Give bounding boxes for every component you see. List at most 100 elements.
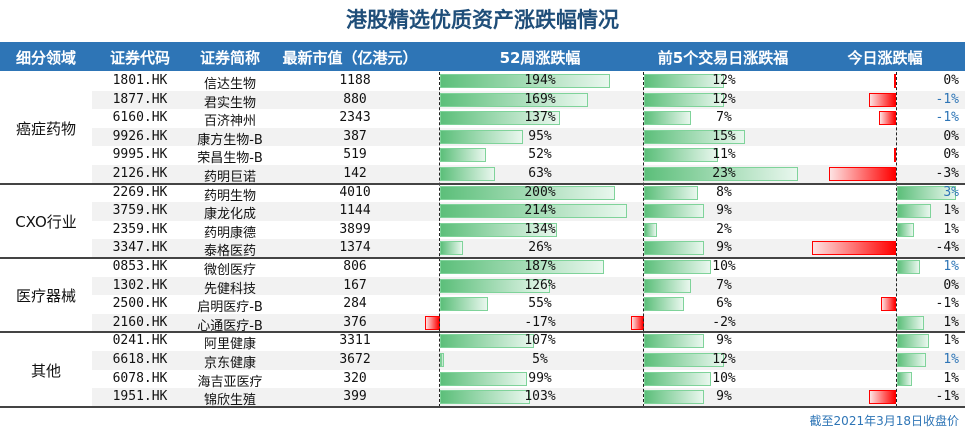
change-today: 1%: [943, 352, 959, 367]
change-52w: -17%: [524, 314, 556, 330]
bar-52w: [440, 167, 496, 181]
stock-name: 微创医疗: [203, 263, 256, 278]
bar-52w: [440, 222, 558, 237]
market-cap: 167: [343, 277, 367, 293]
market-cap: 3311: [339, 333, 371, 349]
change-today: 0%: [943, 277, 959, 293]
bar-5d: [644, 371, 711, 386]
bar-today: [868, 390, 896, 405]
change-5d: 11%: [712, 147, 736, 163]
stock-name: 信达生物: [203, 77, 256, 92]
row-background: [92, 127, 965, 147]
bar-52w: [440, 92, 588, 107]
bar-5d: [644, 297, 685, 312]
bar-today: [828, 167, 896, 181]
change-today: 0%: [943, 73, 959, 88]
table-header: 细分领域 证券代码 证券简称 最新市值（亿港元） 52周涨跌幅 前5个交易日涨跌…: [0, 42, 965, 71]
change-today: 1%: [943, 221, 959, 237]
change-today: 1%: [943, 370, 959, 386]
stock-name: 药明康德: [203, 225, 256, 241]
stock-code: 2126.HK: [112, 166, 168, 181]
change-5d: 7%: [716, 110, 732, 126]
change-52w: 194%: [524, 73, 556, 88]
market-cap: 399: [343, 389, 367, 405]
stock-name: 启明医疗-B: [197, 300, 263, 316]
group-separator: [0, 405, 965, 408]
stock-name: 百济神州: [203, 114, 256, 130]
change-5d: 2%: [716, 221, 732, 237]
table-row: 6160.HK 百济神州 2343 137% 7% -1%: [0, 109, 965, 130]
stock-code: 1801.HK: [112, 73, 168, 88]
change-52w: 26%: [528, 240, 552, 256]
change-today: 1%: [943, 333, 959, 349]
bar-52w: [440, 148, 486, 163]
bar-52w: [440, 371, 527, 386]
change-today: -3%: [935, 166, 959, 181]
stock-name: 先健科技: [203, 281, 256, 297]
bar-5d: [644, 111, 691, 126]
change-5d: 12%: [712, 91, 736, 107]
bar-today: [897, 260, 921, 274]
bar-today: [897, 371, 912, 386]
bar-5d: [644, 74, 725, 88]
bar-5d: [644, 92, 725, 107]
change-52w: 187%: [524, 259, 556, 274]
header-sector: 细分领域: [15, 49, 76, 67]
stock-code: 2160.HK: [112, 314, 168, 330]
bar-52w: [440, 297, 489, 312]
change-today: 0%: [943, 147, 959, 163]
change-5d: 7%: [716, 277, 732, 293]
market-cap: 1188: [339, 73, 371, 88]
stock-code: 3347.HK: [112, 240, 168, 256]
bar-today: [897, 334, 929, 349]
market-cap: 880: [343, 91, 367, 107]
bar-5d: [644, 260, 711, 274]
stock-name: 君实生物: [203, 95, 256, 111]
market-cap: 284: [343, 296, 367, 312]
stock-code: 9995.HK: [112, 147, 168, 163]
header-5d: 前5个交易日涨跌福: [657, 49, 789, 67]
change-5d: 9%: [716, 333, 732, 349]
bar-52w: [440, 390, 531, 405]
stock-code: 1302.HK: [112, 277, 168, 293]
market-cap: 4010: [339, 184, 371, 200]
change-52w: 214%: [524, 203, 556, 219]
change-52w: 169%: [524, 91, 556, 107]
table-row: 9995.HK 荣昌生物-B 519 52% 11% 0%: [0, 146, 965, 166]
bar-today: [812, 241, 896, 256]
change-today: -4%: [935, 240, 959, 256]
bar-5d: [644, 390, 705, 405]
table-row: 1801.HK 信达生物 1188 194% 12% 0%: [0, 72, 965, 92]
bar-52w: [440, 111, 560, 126]
change-52w: 134%: [524, 221, 556, 237]
table-row: 1302.HK 先健科技 167 126% 7% 0%: [0, 276, 965, 297]
stock-code: 1877.HK: [112, 91, 168, 107]
group-separator: [0, 182, 965, 185]
change-today: 0%: [943, 128, 959, 144]
market-cap: 142: [343, 166, 367, 181]
change-today: 1%: [943, 203, 959, 219]
change-52w: 5%: [532, 352, 548, 367]
bar-52w: [440, 204, 628, 219]
table-row: 2500.HK 启明医疗-B 284 55% 6% -1%: [0, 295, 965, 316]
bar-5d: [644, 204, 705, 219]
stock-code: 6078.HK: [112, 370, 168, 386]
table-row: 9926.HK 康方生物-B 387 95% 15% 0%: [0, 127, 965, 148]
stock-code: 2269.HK: [112, 184, 168, 200]
market-cap: 806: [343, 259, 367, 274]
sector-label: CXO行业: [15, 212, 77, 231]
table-row: 6078.HK 海吉亚医疗 320 99% 10% 1%: [0, 370, 965, 390]
bar-5d: [644, 129, 745, 144]
change-52w: 107%: [524, 333, 556, 349]
row-background: [92, 351, 965, 370]
change-52w: 103%: [524, 389, 556, 405]
stock-name: 海吉亚医疗: [197, 374, 263, 390]
stock-code: 3759.HK: [112, 203, 168, 219]
sector-label: 其他: [30, 361, 61, 380]
bar-52w: [440, 353, 445, 367]
market-cap: 376: [343, 314, 367, 330]
change-today: 1%: [943, 259, 959, 274]
change-52w: 126%: [524, 277, 556, 293]
change-today: -1%: [935, 110, 959, 126]
table-row: 2160.HK 心通医疗-B 376 -17% -2% 1%: [0, 313, 965, 334]
